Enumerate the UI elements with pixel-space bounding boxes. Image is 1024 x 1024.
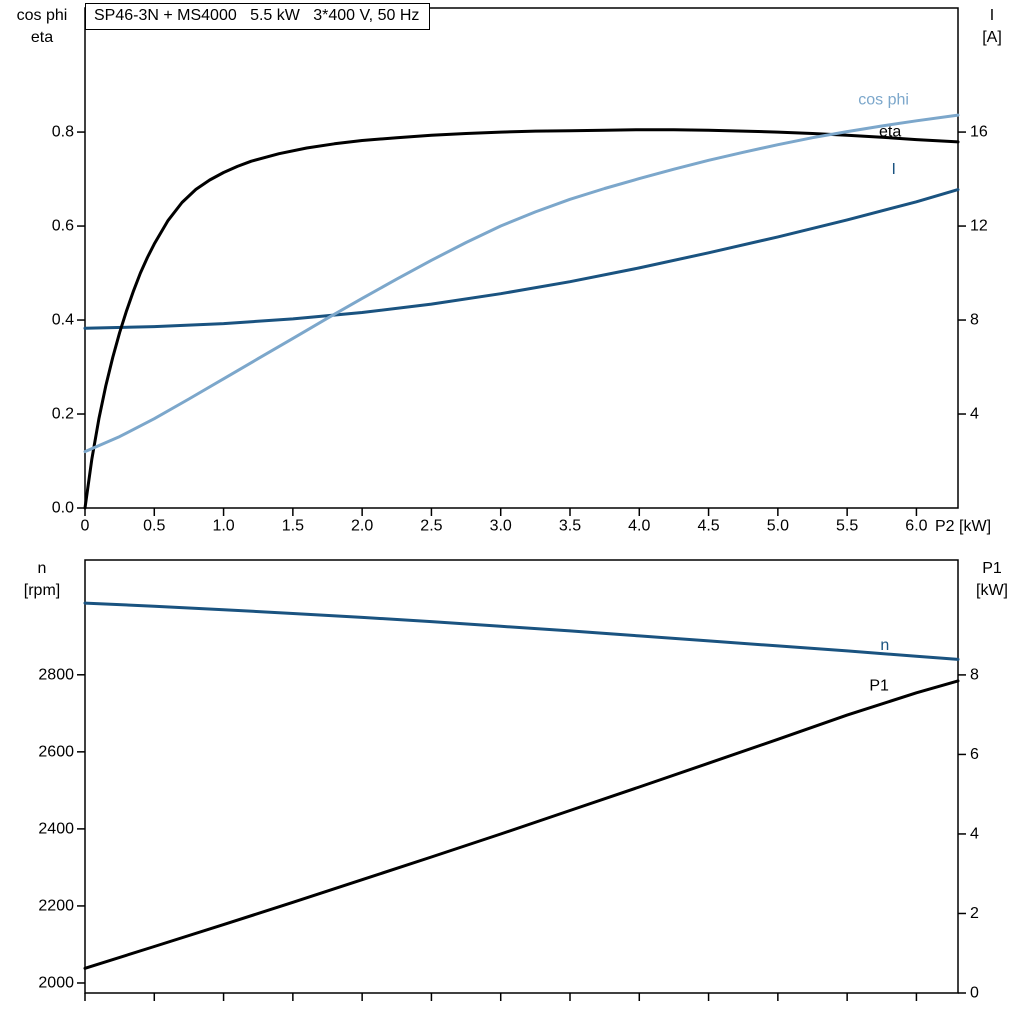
- left-tick-label: 0.0: [52, 500, 74, 517]
- axis-title-line-current: I: [989, 7, 995, 24]
- x-tick-label: 3.5: [559, 518, 581, 535]
- left-tick-label: 2400: [38, 820, 74, 837]
- left-tick-label: 2200: [38, 897, 74, 914]
- curve-current: [83, 188, 960, 330]
- axis-title-line-speed: n: [37, 560, 47, 577]
- curve-cos-phi: [83, 113, 960, 454]
- left-tick-label: 2000: [38, 974, 74, 991]
- curve-eta: [83, 128, 960, 510]
- curve-label-p1: P1: [869, 678, 889, 695]
- left-tick-label: 0.8: [52, 124, 74, 141]
- chart-title-box: SP46-3N + MS4000 5.5 kW 3*400 V, 50 Hz: [85, 3, 431, 30]
- x-tick-label: 1.5: [282, 518, 304, 535]
- curve-p1: [83, 679, 960, 970]
- left-tick-label: 2600: [38, 743, 74, 760]
- top-left-axis-title: cos phi eta: [4, 5, 80, 49]
- curve-label-eta: eta: [879, 124, 901, 141]
- right-tick-label: 4: [970, 406, 979, 423]
- axis-title-line-kw-unit: [kW]: [976, 582, 1008, 599]
- axis-title-line-rpm-unit: [rpm]: [23, 582, 61, 599]
- x-tick-label: 6.0: [905, 518, 927, 535]
- x-tick-label: 4.5: [697, 518, 719, 535]
- right-tick-label: 2: [970, 905, 979, 922]
- curve-label-speed: n: [880, 637, 889, 654]
- chart-electrical: 0 0.5 1.0 1.5 2.0 2.5 3.0 3.5 4.0 4.5 5.0 5.5 6.0 0.0…: [52, 7, 988, 535]
- x-tick-label: 0: [81, 518, 90, 535]
- curve-label-current: I: [891, 161, 895, 178]
- chart-speed-power: 2000 2200 2400 2600 2800 0 2 4 6 8 n P1: [38, 559, 979, 1002]
- x-tick-label: 1.0: [212, 518, 234, 535]
- right-tick-label: 12: [970, 218, 988, 235]
- right-tick-label: 6: [970, 746, 979, 763]
- left-tick-label: 0.2: [52, 406, 74, 423]
- x-axis-unit-label: P2 [kW]: [935, 518, 992, 535]
- axis-title-line-eta: eta: [30, 29, 54, 46]
- curve-speed: [83, 601, 960, 661]
- bottom-left-axis-title: n [rpm]: [4, 558, 80, 602]
- right-tick-label: 0: [970, 985, 979, 1002]
- x-tick-label: 5.5: [836, 518, 858, 535]
- x-tick-label: 0.5: [143, 518, 165, 535]
- right-tick-label: 4: [970, 825, 979, 842]
- axis-title-line-amps-unit: [A]: [982, 29, 1002, 46]
- axis-title-line-p1: P1: [982, 560, 1002, 577]
- plot-border: [84, 7, 959, 509]
- left-tick-label: 2800: [38, 666, 74, 683]
- x-tick-label: 3.0: [490, 518, 512, 535]
- curve-label-cos-phi: cos phi: [858, 92, 909, 109]
- left-tick-label: 0.6: [52, 218, 74, 235]
- right-tick-label: 16: [970, 124, 988, 141]
- left-tick-label: 0.4: [52, 312, 74, 329]
- right-tick-label: 8: [970, 312, 979, 329]
- x-tick-label: 2.0: [351, 518, 373, 535]
- x-tick-label: 5.0: [767, 518, 789, 535]
- plot-border: [84, 559, 959, 994]
- x-tick-label: 4.0: [628, 518, 650, 535]
- right-tick-label: 8: [970, 666, 979, 683]
- bottom-right-axis-title: P1 [kW]: [963, 558, 1021, 602]
- axis-title-line-cosphi: cos phi: [16, 7, 68, 24]
- x-tick-label: 2.5: [420, 518, 442, 535]
- top-right-axis-title: I [A]: [963, 5, 1021, 49]
